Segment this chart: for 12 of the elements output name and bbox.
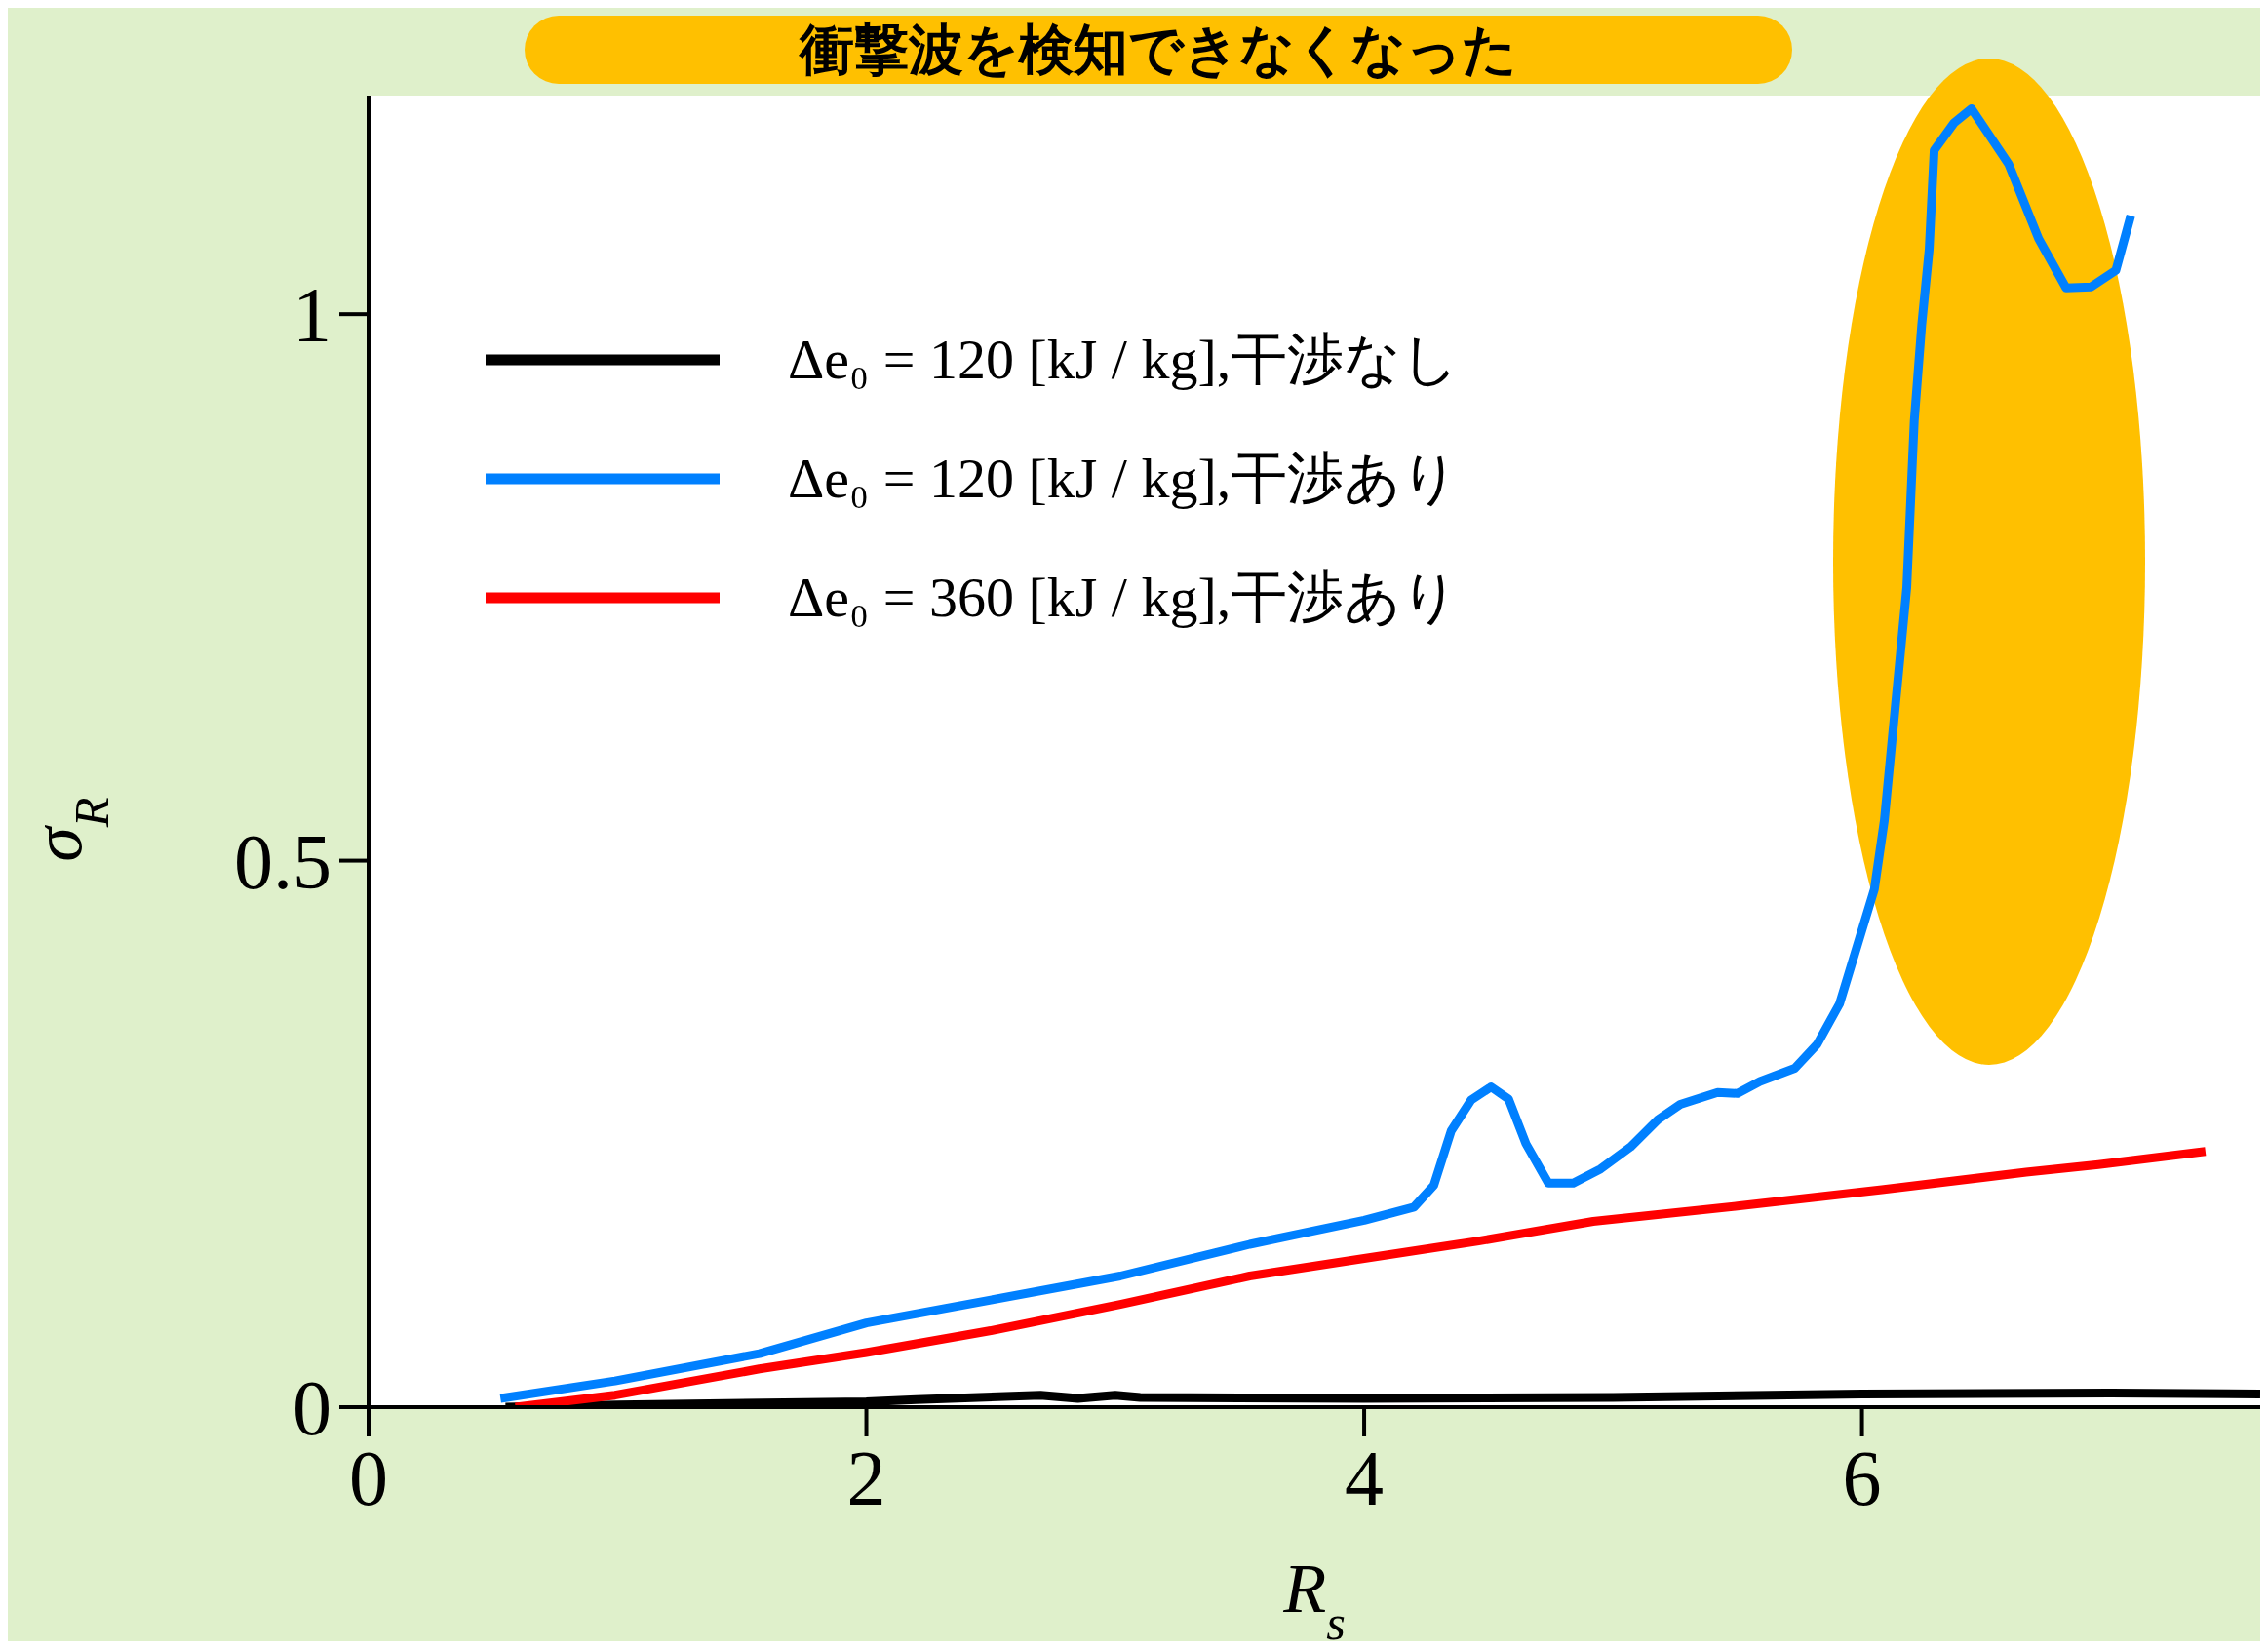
y-tick-label: 0 [293,1365,332,1451]
legend-label: Δe₀ = 120 [kJ / kg],干渉あり [788,446,1460,512]
chart-title: 衝撃波を検知できなくなった [525,16,1792,84]
x-tick-label: 6 [1842,1435,1882,1521]
legend-label: Δe₀ = 120 [kJ / kg],干渉なし [788,327,1460,393]
x-tick-label: 2 [846,1435,886,1521]
y-tick-label: 1 [293,272,332,359]
x-axis-title: R$_{s}$ [1282,1550,1346,1649]
x-tick-label: 4 [1345,1435,1385,1521]
y-tick-label: 0.5 [234,818,332,905]
legend-label: Δe₀ = 360 [kJ / kg],干渉あり [788,565,1460,631]
x-tick-label: 0 [349,1435,388,1521]
